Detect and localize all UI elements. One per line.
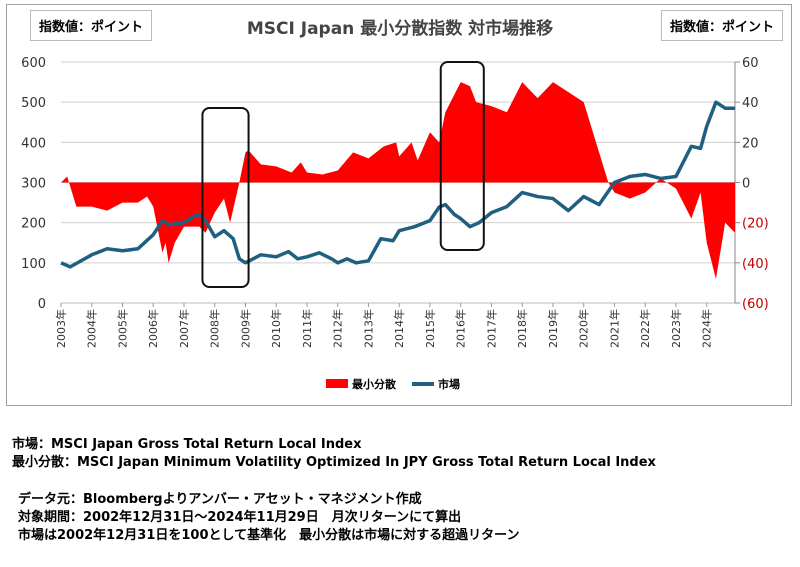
x-tick-label: 2009年 [238,309,252,348]
left-tick-label: 0 [38,297,46,312]
x-tick-label: 2018年 [515,309,529,348]
x-tick-label: 2022年 [638,309,652,348]
note-market: 市場：MSCI Japan Gross Total Return Local I… [12,437,362,452]
note-basis: 市場は2002年12月31日を100として基準化 最小分散は市場に対する超過リタ… [18,528,520,543]
x-tick-label: 2005年 [115,309,129,348]
note-period: 対象期間：2002年12月31日～2024年11月29日 月次リターンにて算出 [18,510,462,525]
x-tick-label: 2016年 [454,309,468,348]
x-tick-label: 2010年 [269,309,283,348]
left-tick-label: 500 [21,96,46,111]
chart-title: MSCI Japan 最小分散指数 対市場推移 [246,19,554,39]
x-tick-label: 2020年 [577,309,591,348]
left-tick-label: 600 [21,56,46,71]
legend-swatch-minvol [326,379,348,388]
x-tick-label: 2007年 [177,309,191,348]
legend-label-minvol: 最小分散 [352,377,397,391]
x-tick-label: 2015年 [423,309,437,348]
x-tick-label: 2021年 [607,309,621,348]
x-tick-label: 2013年 [361,309,375,348]
highlight-box [439,61,485,251]
right-tick-label: (60) [742,297,769,312]
x-tick-label: 2023年 [669,309,683,348]
right-tick-label: (40) [742,257,769,272]
x-tick-label: 2008年 [208,309,222,348]
x-tick-label: 2004年 [85,309,99,348]
right-tick-label: 40 [742,96,759,111]
x-tick-label: 2024年 [700,309,714,348]
minvol-excess-area [61,82,735,279]
right-tick-label: 0 [742,177,750,192]
note-minvol: 最小分散：MSCI Japan Minimum Volatility Optim… [12,455,656,470]
left-tick-label: 100 [21,257,46,272]
x-tick-label: 2011年 [300,309,314,348]
right-tick-label: 60 [742,56,759,71]
highlight-box [201,107,250,288]
x-tick-label: 2012年 [331,309,345,348]
left-unit-label: 指数値：ポイント [30,10,153,41]
legend-label-market: 市場 [438,377,460,391]
market-line [60,100,735,269]
chart-frame [6,4,792,406]
right-unit-label: 指数値：ポイント [660,10,783,41]
right-tick-label: 20 [742,136,759,151]
left-tick-label: 200 [21,217,46,232]
x-tick-label: 2019年 [546,309,560,348]
x-tick-label: 2017年 [484,309,498,348]
chart-svg: 60050040030020010006040200(20)(40)(60)20… [21,56,769,391]
x-tick-label: 2006年 [146,309,160,348]
right-tick-label: (20) [742,217,769,232]
x-tick-label: 2003年 [54,309,68,348]
left-tick-label: 400 [21,136,46,151]
note-source: データ元：Bloombergよりアンバー・アセット・マネジメント作成 [18,492,422,507]
x-tick-label: 2014年 [392,309,406,348]
left-tick-label: 300 [21,177,46,192]
